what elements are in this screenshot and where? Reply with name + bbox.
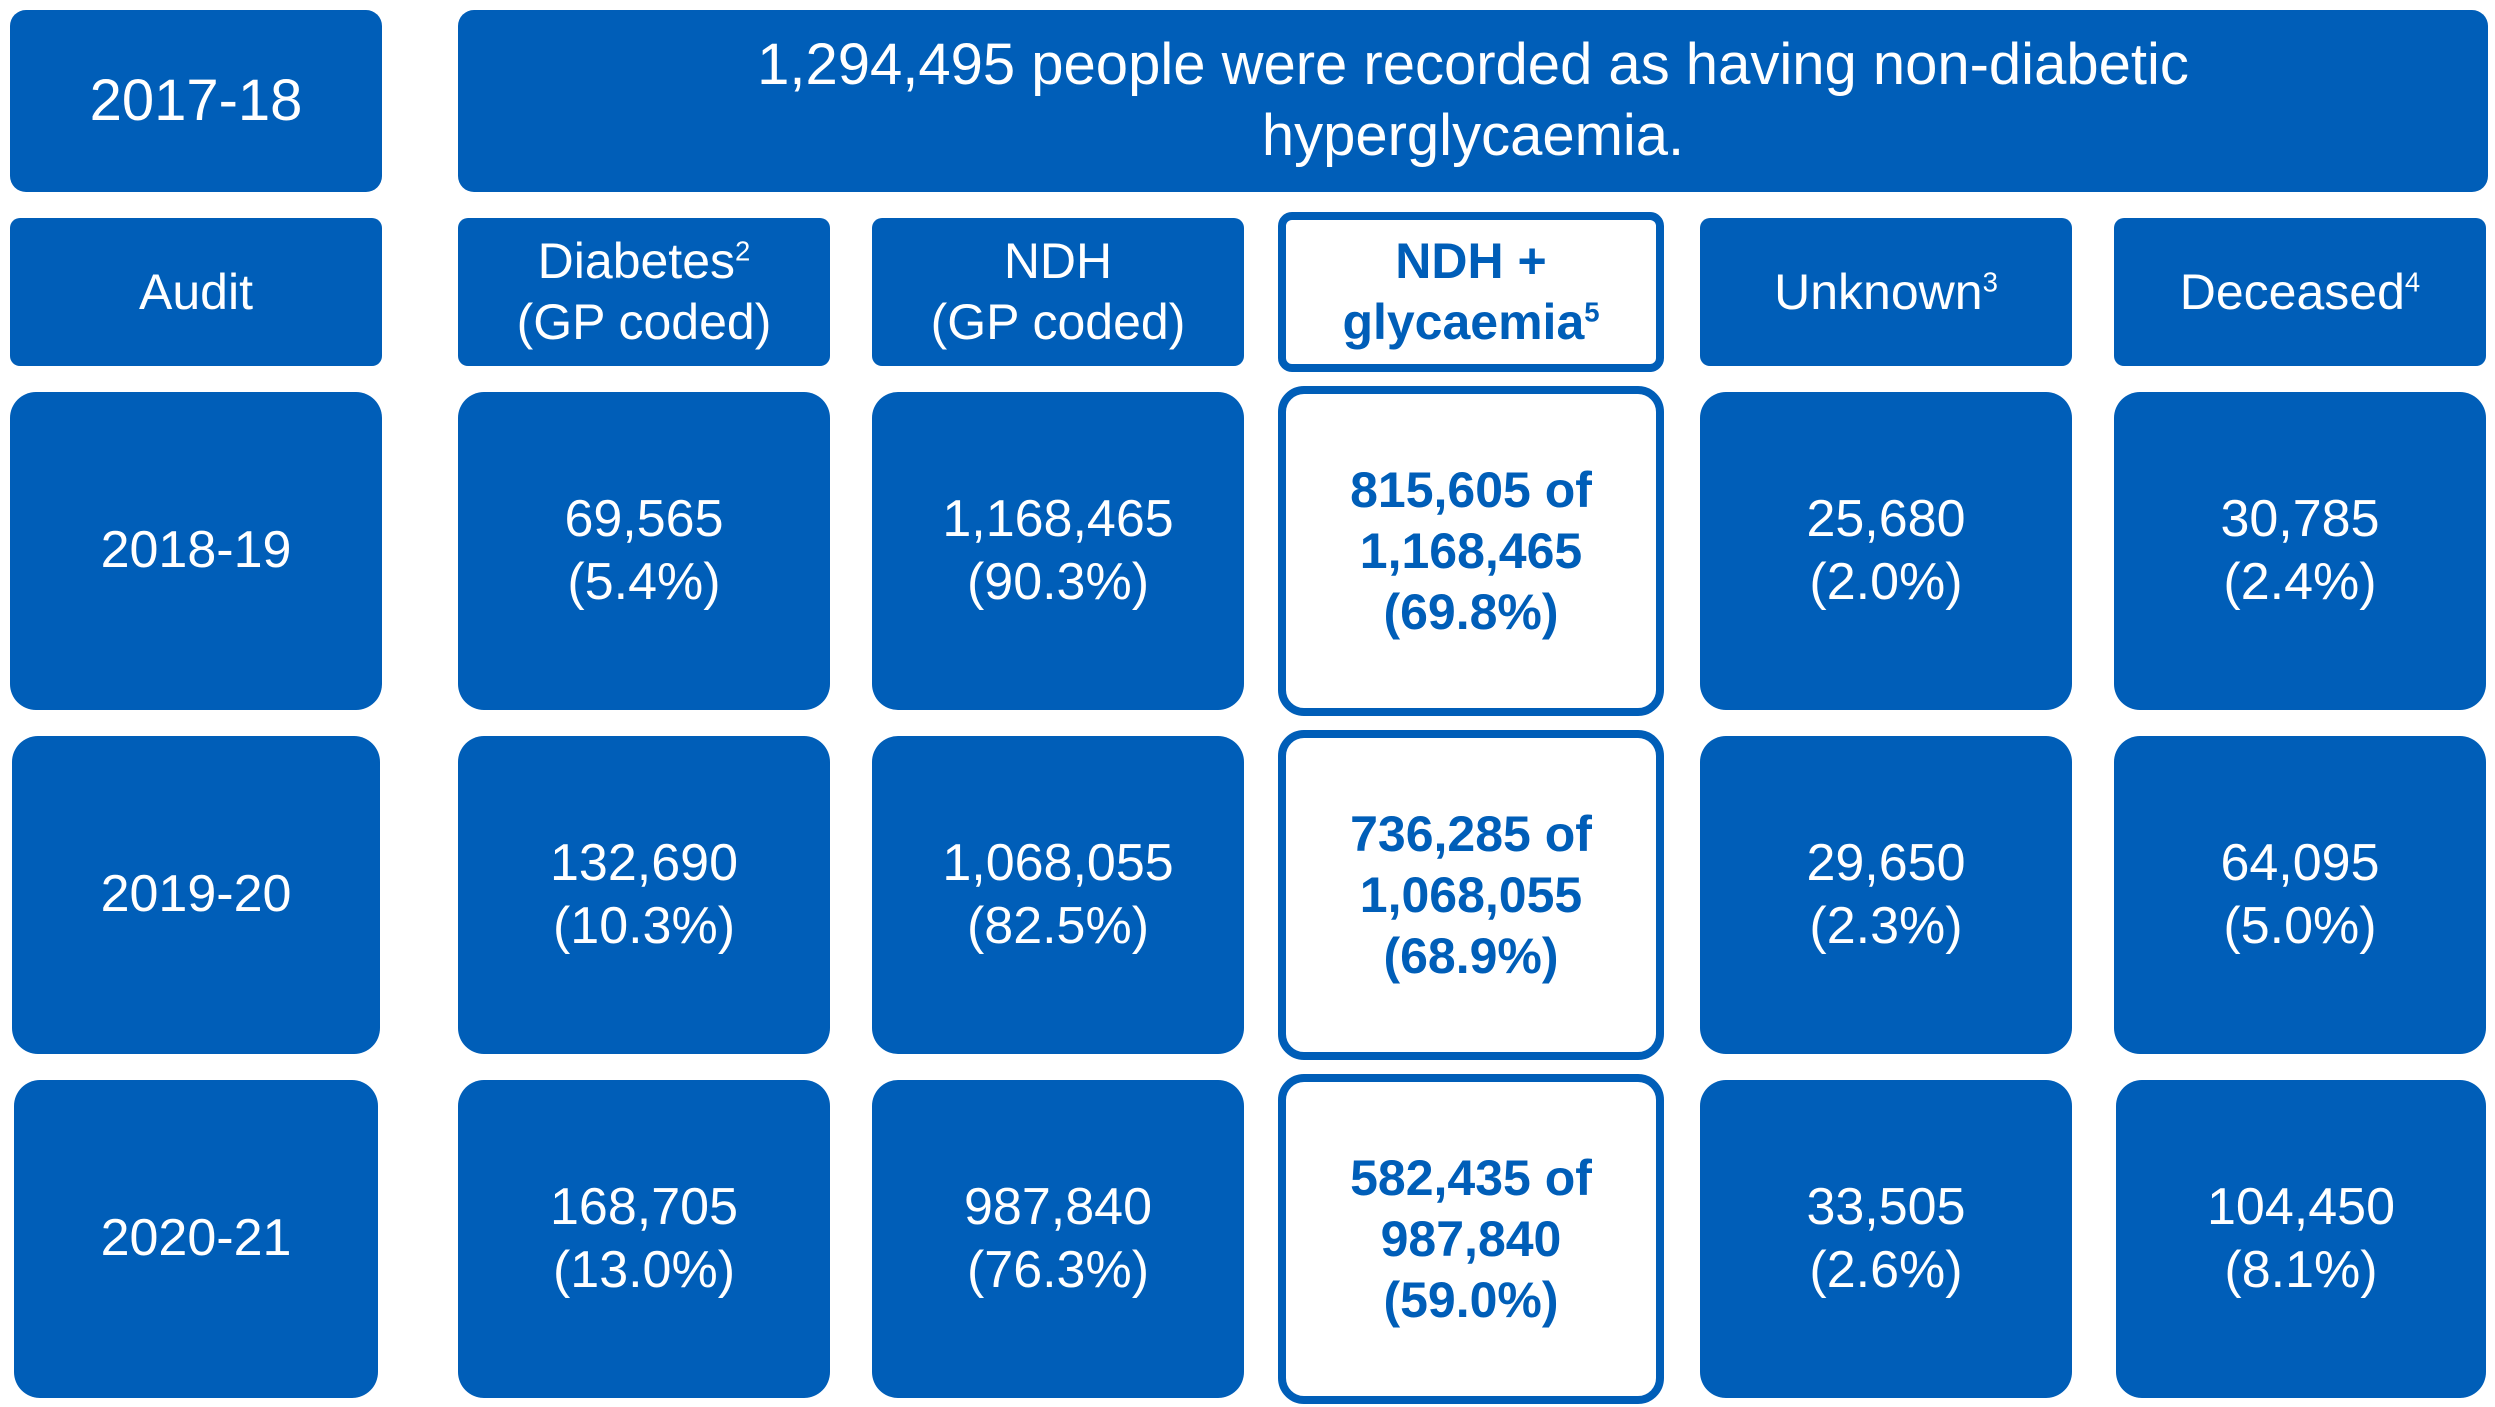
baseline-headline-box: 1,294,495 people were recorded as having… <box>458 10 2488 192</box>
header-unknown-label: Unknown3 <box>1774 263 1998 320</box>
row-diabetes-cell: 132,690 (10.3%) <box>458 736 830 1054</box>
baseline-year-box: 2017-18 <box>10 10 382 192</box>
baseline-headline-line-2: hyperglycaemia. <box>1261 103 1685 168</box>
row-unknown-cell: 25,680 (2.0%) <box>1700 392 2072 710</box>
row-audit-year: 2020-21 <box>14 1080 378 1398</box>
header-ndh-line-2: (GP coded) <box>930 294 1186 350</box>
row-unknown-cell: 33,505 (2.6%) <box>1700 1080 2072 1398</box>
row-ndh-glycaemia-cell: 736,285 of 1,068,055 (68.9%) <box>1278 730 1664 1060</box>
row-ndh-glycaemia-cell: 582,435 of 987,840 (59.0%) <box>1278 1074 1664 1404</box>
row-audit-year: 2018-19 <box>10 392 382 710</box>
row-deceased-cell: 64,095 (5.0%) <box>2114 736 2486 1054</box>
row-deceased-cell: 104,450 (8.1%) <box>2116 1080 2486 1398</box>
row-ndh-cell: 987,840 (76.3%) <box>872 1080 1244 1398</box>
row-unknown-cell: 29,650 (2.3%) <box>1700 736 2072 1054</box>
row-ndh-glycaemia-cell: 815,605 of 1,168,465 (69.8%) <box>1278 386 1664 716</box>
header-ndh-glycaemia-line-1: NDH + <box>1395 233 1547 289</box>
baseline-headline-line-1: 1,294,495 people were recorded as having… <box>757 32 2189 98</box>
row-diabetes-cell: 69,565 (5.4%) <box>458 392 830 710</box>
header-unknown: Unknown3 <box>1700 218 2072 366</box>
baseline-year: 2017-18 <box>89 67 303 133</box>
header-diabetes-line-2: (GP coded) <box>516 294 772 350</box>
header-ndh-line-1: NDH <box>1003 233 1113 289</box>
row-audit-year: 2019-20 <box>12 736 380 1054</box>
header-audit: Audit <box>10 218 382 366</box>
header-ndh: NDH (GP coded) <box>872 218 1244 366</box>
header-deceased: Deceased4 <box>2114 218 2486 366</box>
header-ndh-glycaemia-line-2: glycaemia5 <box>1342 294 1600 350</box>
row-diabetes-cell: 168,705 (13.0%) <box>458 1080 830 1398</box>
header-diabetes-line-1: Diabetes2 <box>537 233 751 289</box>
header-ndh-glycaemia: NDH + glycaemia5 <box>1278 212 1664 372</box>
row-ndh-cell: 1,068,055 (82.5%) <box>872 736 1244 1054</box>
row-deceased-cell: 30,785 (2.4%) <box>2114 392 2486 710</box>
header-audit-label: Audit <box>139 263 253 320</box>
header-diabetes: Diabetes2 (GP coded) <box>458 218 830 366</box>
header-deceased-label: Deceased4 <box>2179 263 2421 320</box>
row-ndh-cell: 1,168,465 (90.3%) <box>872 392 1244 710</box>
